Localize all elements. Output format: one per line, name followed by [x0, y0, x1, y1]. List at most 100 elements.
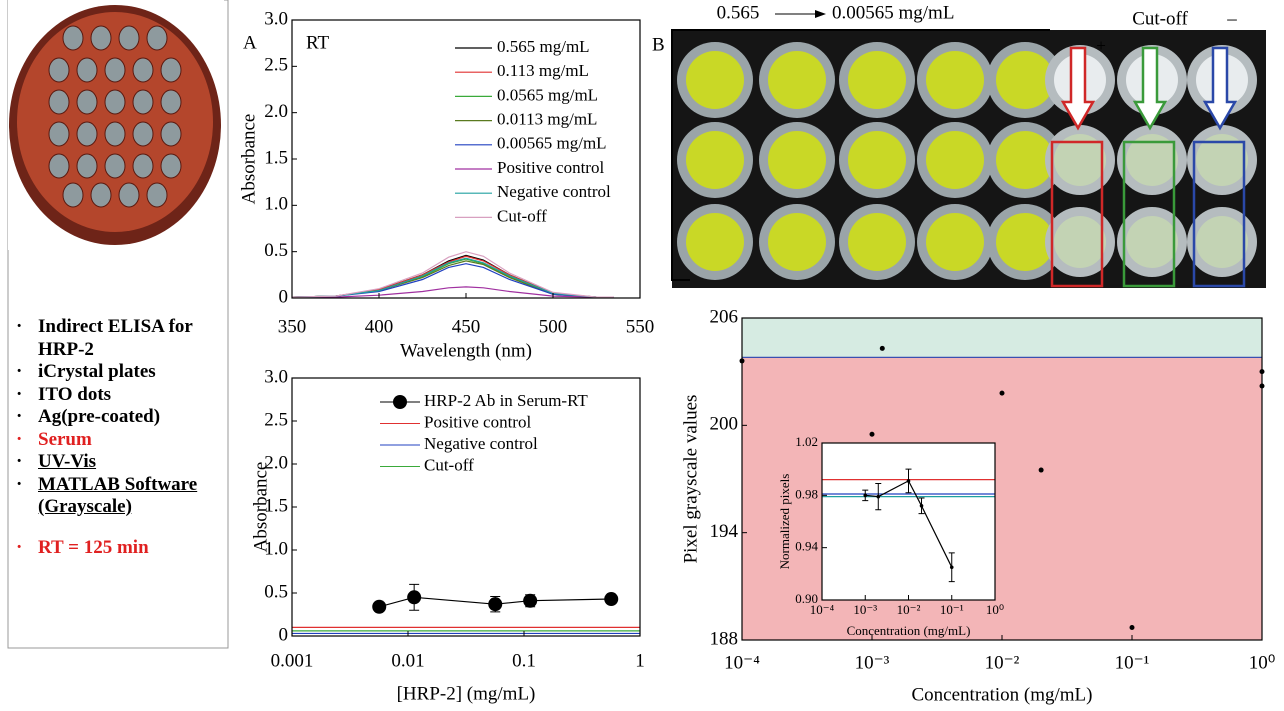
hole: [49, 58, 69, 82]
well: [848, 213, 906, 271]
hole: [49, 122, 69, 146]
x-tick-label: 450: [452, 316, 481, 337]
data-point: [920, 504, 924, 508]
negative-label: –: [1226, 8, 1237, 29]
legend-label: Positive control: [424, 412, 531, 431]
data-point: [1000, 391, 1005, 396]
y-tick-label: 3.0: [264, 8, 288, 29]
legend-label: Positive control: [497, 158, 604, 177]
x-tick-label: 10⁻¹: [940, 602, 964, 617]
inset-bg: [822, 443, 995, 600]
y-tick-label: 194: [710, 521, 739, 542]
region-above: [742, 318, 1262, 357]
well: [686, 51, 744, 109]
data-point: [880, 346, 885, 351]
data-point: [876, 495, 880, 499]
data-point: [907, 479, 911, 483]
data-point: [863, 494, 867, 498]
spectrum-line: [292, 252, 614, 297]
x-axis-label: Concentration (mg/mL): [847, 623, 971, 638]
hole: [161, 58, 181, 82]
legend-label: 0.565 mg/mL: [497, 37, 590, 56]
x-tick-label: 0.01: [391, 650, 424, 671]
hole: [63, 26, 83, 50]
sidebar-item: Indirect ELISA for HRP-2: [14, 316, 220, 361]
well: [686, 131, 744, 189]
hole: [133, 90, 153, 114]
x-tick-label: 10⁰: [986, 602, 1004, 617]
y-tick-label: 200: [710, 414, 739, 435]
hole: [119, 26, 139, 50]
sidebar-item: Serum: [14, 429, 220, 452]
legend-label: 0.0113 mg/mL: [497, 110, 597, 129]
x-axis-label: Wavelength (nm): [400, 340, 532, 361]
well: [1196, 216, 1248, 268]
data-point: [372, 600, 386, 614]
sidebar-item: RT = 125 min: [14, 537, 220, 560]
range-from: 0.565: [717, 2, 760, 23]
hole: [147, 26, 167, 50]
y-tick-label: 0: [279, 286, 289, 307]
x-tick-label: 500: [539, 316, 568, 337]
hole: [91, 26, 111, 50]
x-tick-label: 350: [278, 316, 307, 337]
y-tick-label: 2.5: [264, 409, 288, 430]
data-point: [407, 590, 421, 604]
hole: [119, 183, 139, 207]
legend-label: HRP-2 Ab in Serum-RT: [424, 391, 588, 410]
y-tick-label: 2.5: [264, 55, 288, 76]
data-point: [870, 432, 875, 437]
well: [768, 131, 826, 189]
legend-label: 0.0565 mg/mL: [497, 85, 598, 104]
x-tick-label: 10⁻²: [985, 652, 1020, 673]
x-tick-label: 10⁻³: [853, 602, 877, 617]
hole: [105, 90, 125, 114]
sidebar-item: iCrystal plates: [14, 361, 220, 384]
y-tick-label: 206: [710, 306, 739, 327]
hole: [63, 183, 83, 207]
x-axis-label: [HRP-2] (mg/mL): [397, 683, 536, 704]
sidebar-item: UV-Vis: [14, 451, 220, 474]
panel-label: A: [243, 32, 257, 53]
y-tick-label: 3.0: [264, 366, 288, 387]
y-axis-label: Pixel grayscale values: [680, 395, 701, 564]
legend-label: Cut-off: [497, 206, 547, 225]
sidebar-item: ITO dots: [14, 384, 220, 407]
spectrum-line: [292, 264, 614, 297]
hole: [77, 90, 97, 114]
sidebar-item: MATLAB Software (Grayscale): [14, 474, 220, 519]
well: [926, 131, 984, 189]
hole: [91, 183, 111, 207]
sidebar-list: Indirect ELISA for HRP-2iCrystal platesI…: [14, 316, 220, 559]
data-point: [1130, 625, 1135, 630]
hole: [77, 154, 97, 178]
hole: [161, 122, 181, 146]
range-arrow-head: [815, 10, 826, 18]
legend-label: 0.113 mg/mL: [497, 61, 589, 80]
well: [848, 131, 906, 189]
hole: [49, 90, 69, 114]
y-tick-label: 0.90: [795, 591, 818, 606]
well: [848, 51, 906, 109]
hole: [77, 122, 97, 146]
well: [768, 51, 826, 109]
panel-label: B: [652, 34, 665, 55]
legend-label: 0.00565 mg/mL: [497, 134, 607, 153]
x-tick-label: 0.1: [512, 650, 536, 671]
data-point: [523, 594, 537, 608]
sidebar-item: Ag(pre-coated): [14, 406, 220, 429]
well: [1054, 216, 1106, 268]
well: [1126, 216, 1178, 268]
x-tick-label: 10⁻¹: [1115, 652, 1150, 673]
well: [926, 213, 984, 271]
wells: [677, 42, 1257, 286]
y-tick-label: 1.02: [795, 434, 818, 449]
legend-marker: [393, 395, 407, 409]
x-tick-label: 1: [635, 650, 645, 671]
data-point: [604, 592, 618, 606]
x-tick-label: 10⁻³: [855, 652, 890, 673]
cutoff-label: Cut-off: [1132, 8, 1188, 29]
hole: [49, 154, 69, 178]
legend-label: Cut-off: [424, 455, 474, 474]
data-point: [488, 597, 502, 611]
